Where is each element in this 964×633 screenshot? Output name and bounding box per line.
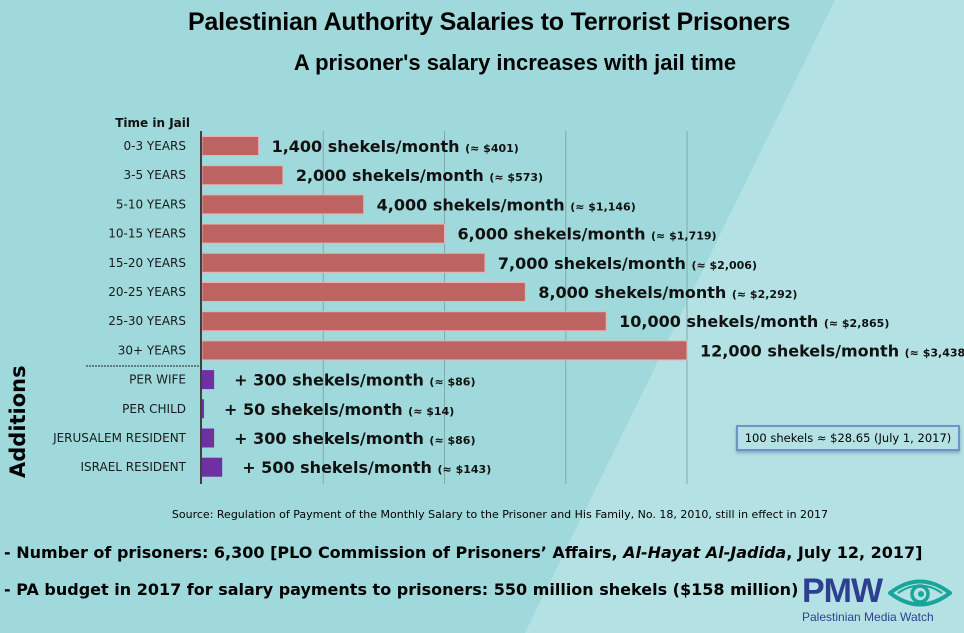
bar-30-years [201, 340, 688, 361]
value-label: + 300 shekels/month (≈ $86) [234, 429, 475, 448]
category-label: JERUSALEM RESIDENT [52, 431, 187, 445]
note1-suffix: , July 12, 2017] [786, 543, 923, 562]
usd-value-label: (≈ $1,719) [651, 230, 717, 243]
bar-per-wife [202, 370, 215, 390]
usd-value-label: (≈ $3,438) [905, 346, 964, 359]
value-label: 7,000 shekels/month (≈ $2,006) [498, 254, 757, 273]
usd-value-label: (≈ $2,292) [732, 288, 798, 301]
value-label: 1,400 shekels/month (≈ $401) [272, 137, 519, 156]
value-label: + 300 shekels/month (≈ $86) [234, 371, 475, 390]
grid-lines [322, 131, 688, 484]
category-label: 25-30 YEARS [108, 314, 186, 328]
pmw-logo: PMW Palestinian Media Watch [800, 572, 960, 630]
value-label: + 50 shekels/month (≈ $14) [224, 400, 454, 419]
category-label: PER WIFE [129, 373, 186, 387]
category-label: 10-15 YEARS [108, 227, 186, 241]
value-label: + 500 shekels/month (≈ $143) [242, 458, 491, 477]
value-label: 12,000 shekels/month (≈ $3,438) [700, 341, 964, 360]
prisoner-count-note: - Number of prisoners: 6,300 [PLO Commis… [4, 543, 922, 562]
logo-wordmark: PMW [802, 572, 883, 610]
bar-israel-resident [202, 457, 223, 477]
usd-value-label: (≈ $401) [465, 142, 519, 155]
usd-value-label: (≈ $2,006) [691, 259, 757, 272]
usd-value-label: (≈ $86) [429, 434, 475, 447]
category-label: 20-25 YEARS [108, 285, 186, 299]
value-label: 6,000 shekels/month (≈ $1,719) [458, 225, 717, 244]
value-label: 10,000 shekels/month (≈ $2,865) [619, 312, 889, 331]
value-label: 4,000 shekels/month (≈ $1,146) [377, 195, 636, 214]
category-label: 30+ YEARS [118, 343, 186, 357]
chart-title: Palestinian Authority Salaries to Terror… [187, 8, 791, 36]
bar-3-5-years [201, 165, 284, 186]
logo-tagline: Palestinian Media Watch [802, 610, 934, 624]
category-label: 15-20 YEARS [108, 256, 186, 270]
exchange-rate-text: 100 shekels ≈ $28.65 (July 1, 2017) [744, 431, 952, 445]
source-citation: Source: Regulation of Payment of the Mon… [171, 508, 829, 521]
bar-per-child [202, 399, 205, 419]
bar-10-15-years [201, 223, 445, 244]
category-label: ISRAEL RESIDENT [80, 460, 186, 474]
category-label: 5-10 YEARS [116, 197, 186, 211]
bars [201, 136, 688, 477]
usd-value-label: (≈ $86) [429, 376, 475, 389]
bar-jerusalem-resident [202, 428, 215, 448]
budget-note: - PA budget in 2017 for salary payments … [4, 580, 799, 599]
category-label: PER CHILD [122, 402, 186, 416]
eye-icon [888, 579, 952, 607]
usd-value-label: (≈ $2,865) [824, 317, 890, 330]
bar-20-25-years [201, 282, 526, 302]
value-label: 8,000 shekels/month (≈ $2,292) [538, 283, 797, 302]
category-label: 3-5 YEARS [124, 168, 187, 182]
category-label: 0-3 YEARS [124, 139, 187, 153]
labels: 0-3 YEARS 1,400 shekels/month (≈ $401) 3-5… [52, 137, 964, 477]
bar-0-3-years [201, 136, 260, 156]
usd-value-label: (≈ $1,146) [570, 200, 636, 213]
bar-5-10-years [201, 194, 365, 215]
note1-publication: Al-Hayat Al-Jadida [623, 543, 787, 562]
usd-value-label: (≈ $14) [408, 405, 454, 418]
usd-value-label: (≈ $143) [438, 463, 492, 476]
exchange-rate-box: 100 shekels ≈ $28.65 (July 1, 2017) [736, 425, 960, 451]
usd-value-label: (≈ $573) [489, 171, 543, 184]
chart-subtitle: A prisoner's salary increases with jail … [293, 50, 737, 75]
y-axis-title: Time in Jail [115, 116, 190, 130]
note1-prefix: - Number of prisoners: 6,300 [PLO Commis… [4, 543, 624, 562]
value-label: 2,000 shekels/month (≈ $573) [296, 166, 543, 185]
additions-label: Additions [6, 365, 30, 478]
bar-25-30-years [201, 311, 607, 332]
bar-15-20-years [201, 252, 486, 273]
